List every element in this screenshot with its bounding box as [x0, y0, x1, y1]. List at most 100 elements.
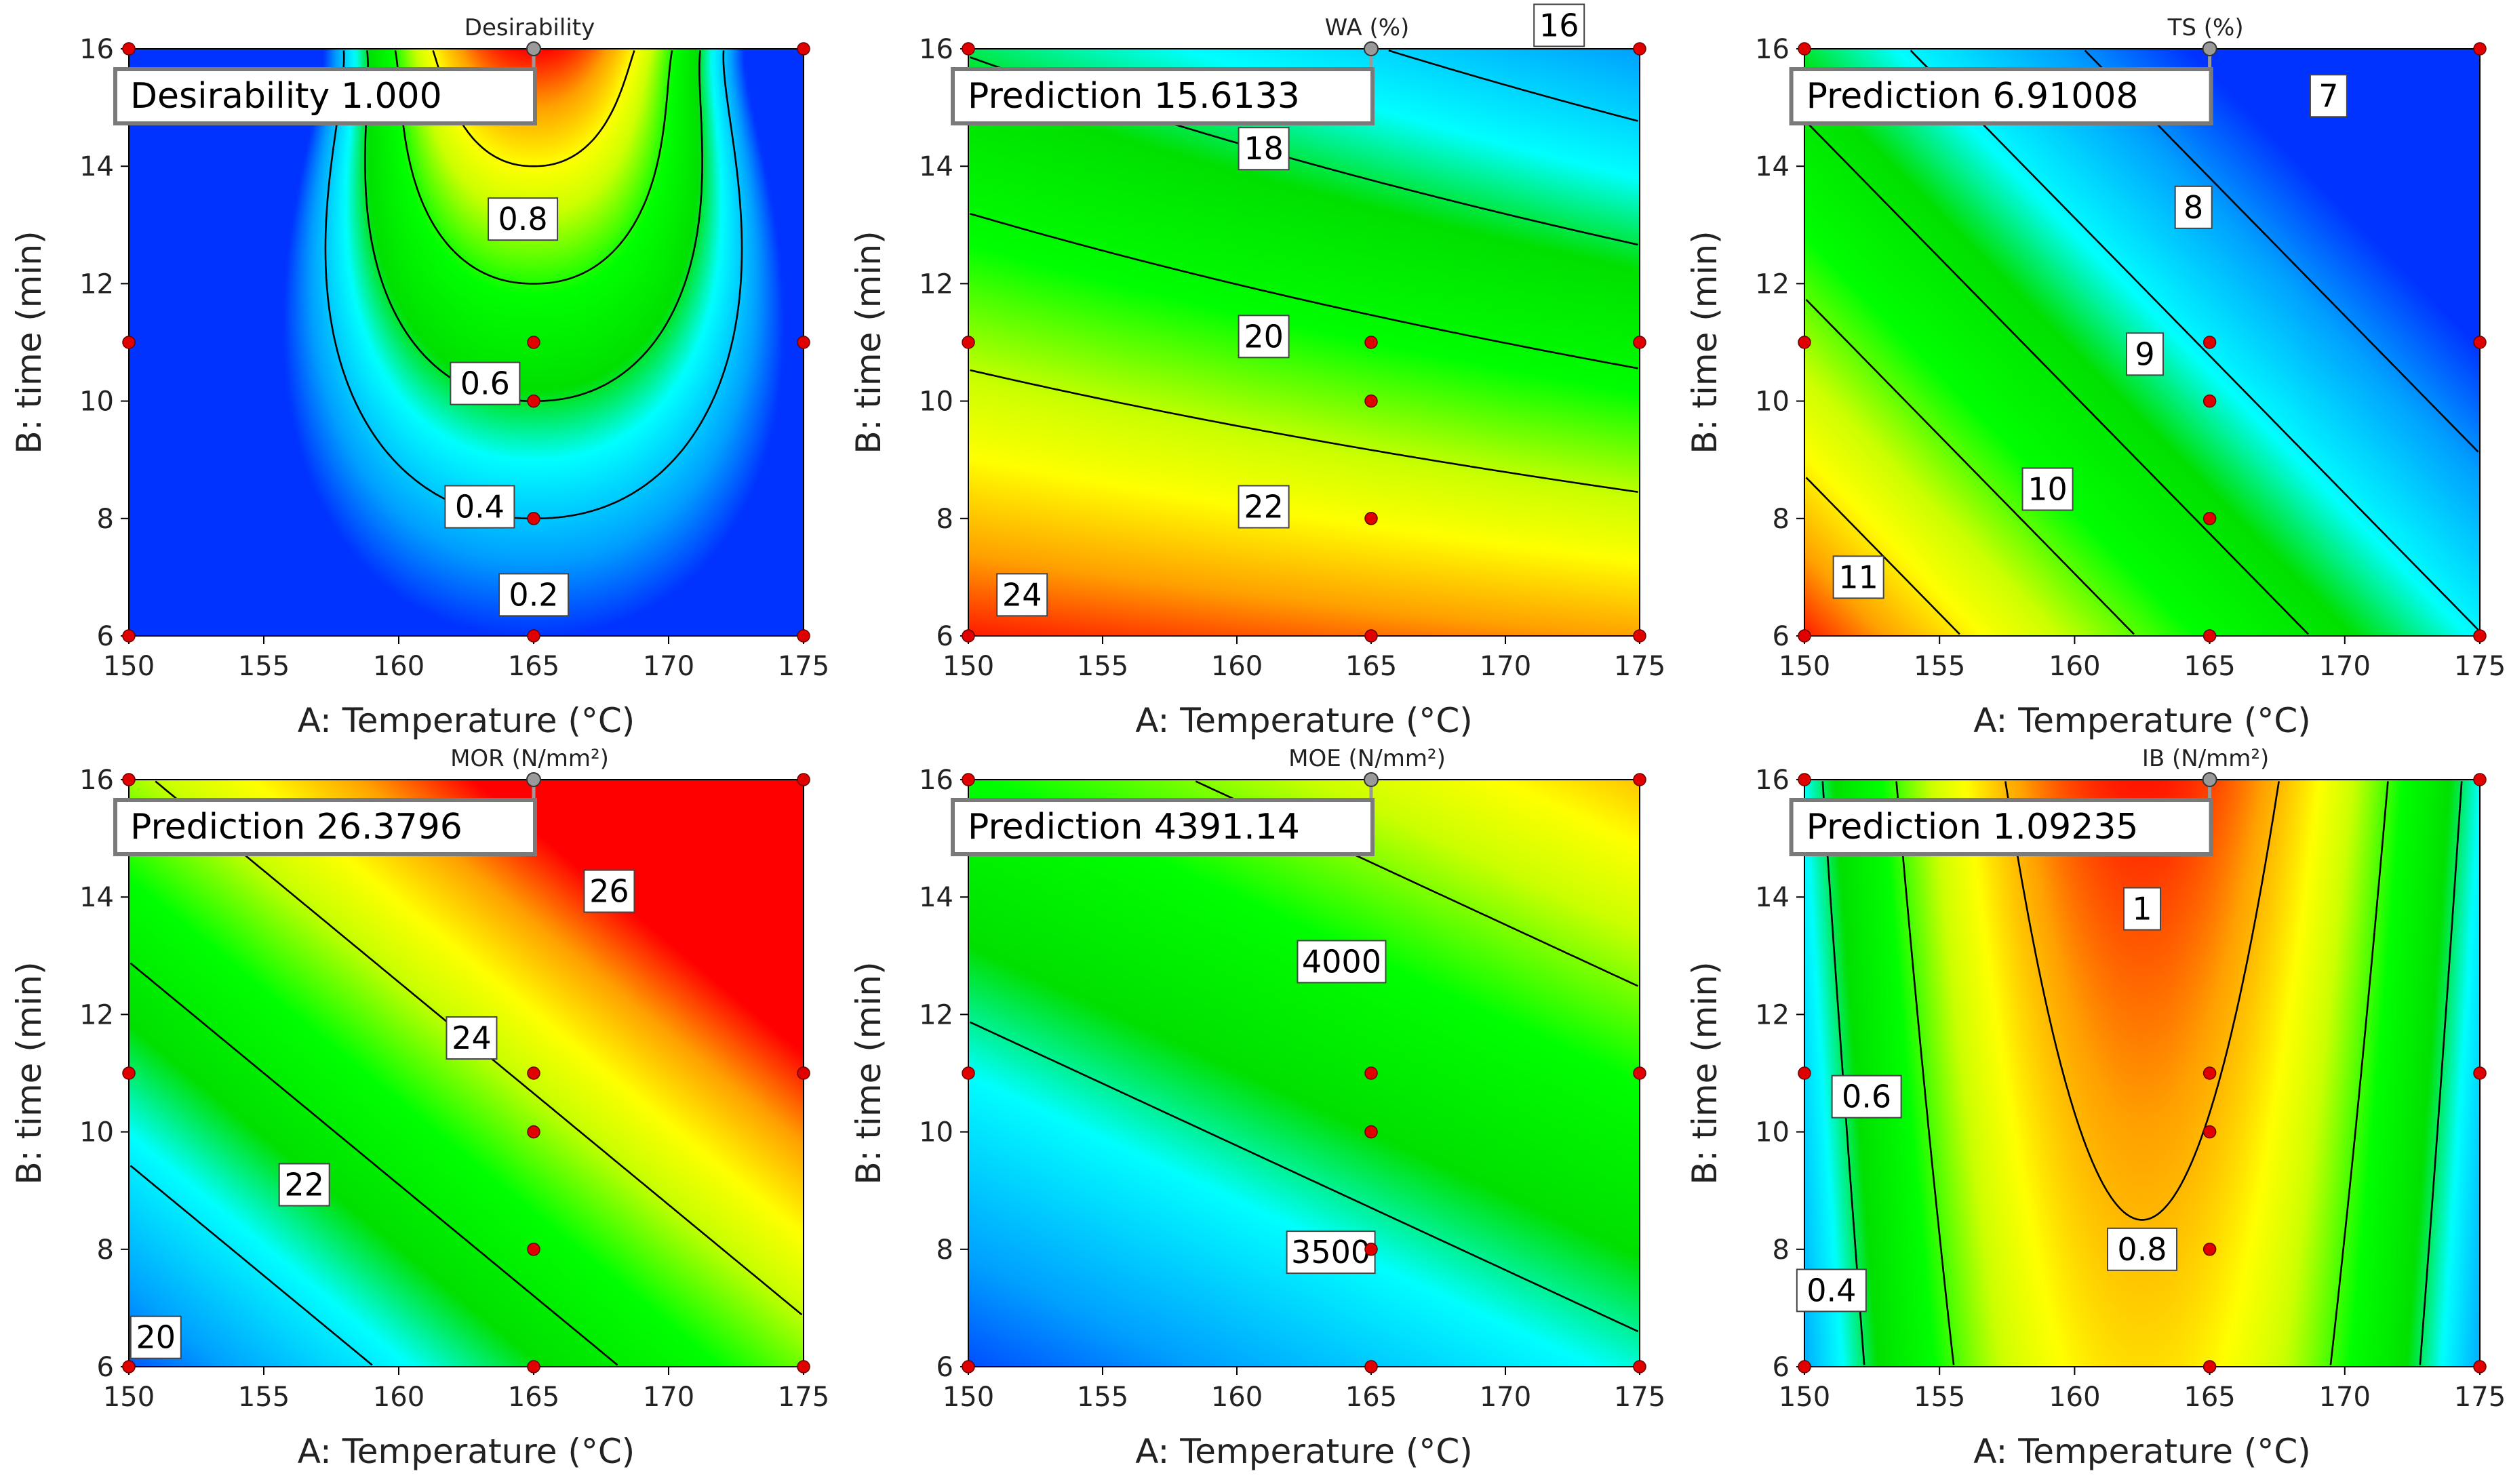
contour-label-box — [450, 361, 521, 405]
prediction-flag[interactable]: Prediction 6.91008 — [1789, 41, 2217, 125]
contour-label-box — [583, 869, 635, 913]
contour-label-text: 0.4 — [1806, 1272, 1856, 1308]
y-tick-label: 8 — [1773, 1235, 1790, 1266]
prediction-box — [1789, 798, 2213, 856]
prediction-box — [951, 798, 1375, 856]
contour-label: 0.8 — [2107, 1227, 2177, 1271]
y-tick-label: 10 — [919, 386, 953, 418]
contour-line — [970, 212, 1638, 369]
prediction-box — [951, 67, 1375, 125]
prediction-text: Prediction 6.91008 — [1806, 76, 2139, 117]
y-tick-label: 6 — [97, 621, 114, 652]
design-point — [1633, 1066, 1646, 1080]
contour-label: 24 — [446, 1016, 498, 1060]
contour-label: 22 — [278, 1163, 330, 1207]
design-point — [1633, 42, 1646, 56]
design-point — [797, 1066, 810, 1080]
prediction-text: Prediction 15.6133 — [968, 76, 1300, 117]
contour-label-text: 24 — [1002, 576, 1042, 613]
design-point — [1633, 773, 1646, 786]
heatmap-surface — [968, 780, 1640, 1367]
contour-label-box — [1297, 940, 1387, 984]
prediction-flag[interactable]: Prediction 1.09235 — [1789, 772, 2217, 856]
heatmap-surface — [129, 780, 804, 1367]
y-tick-label: 10 — [1755, 386, 1790, 418]
y-tick-label: 12 — [79, 999, 114, 1030]
contour-label-box — [1238, 315, 1290, 359]
contour-label-text: 4000 — [1302, 943, 1381, 980]
contour-label-box — [278, 1163, 330, 1207]
contour-label: 8 — [2174, 185, 2213, 229]
contour-label-text: 0.8 — [498, 201, 548, 237]
design-point — [797, 773, 810, 786]
contour-label: 26 — [583, 869, 635, 913]
contour-label: 0.4 — [444, 485, 515, 529]
chart-panel: 150 155 160 165 170 175 6 8 10 12 14 16 A: Temperatu… — [1685, 745, 2506, 1471]
prediction-point[interactable] — [1364, 772, 1379, 787]
y-tick-label: 16 — [79, 34, 114, 65]
design-point — [962, 42, 975, 56]
y-tick-label: 8 — [1773, 504, 1790, 535]
prediction-point[interactable] — [526, 41, 541, 56]
design-point — [2473, 42, 2487, 56]
prediction-point[interactable] — [2202, 772, 2217, 787]
contour-label-text: 22 — [284, 1167, 324, 1203]
y-tick-label: 10 — [1755, 1117, 1790, 1148]
design-point — [122, 629, 136, 643]
x-tick-label: 155 — [1914, 1382, 1965, 1413]
x-tick-label: 175 — [1614, 1382, 1665, 1413]
y-tick-label: 12 — [79, 268, 114, 300]
chart-panel: 150 155 160 165 170 175 6 8 10 12 14 16 A: Temperatu… — [849, 745, 1665, 1471]
y-tick-label: 10 — [919, 1117, 953, 1148]
contour-label: 10 — [2021, 467, 2074, 511]
design-point — [527, 394, 540, 408]
prediction-point[interactable] — [1364, 41, 1379, 56]
x-tick-label: 155 — [238, 1382, 290, 1413]
x-tick-label: 150 — [943, 651, 994, 682]
design-point — [797, 1360, 810, 1373]
y-tick-label: 14 — [919, 882, 953, 913]
design-point — [122, 1360, 136, 1373]
contour-line — [1805, 298, 2135, 635]
prediction-flag[interactable]: Prediction 4391.14 — [951, 772, 1379, 856]
design-point — [2473, 1360, 2487, 1373]
x-axis-title: A: Temperature (°C) — [1135, 1432, 1473, 1471]
y-tick-label: 14 — [79, 882, 114, 913]
design-point — [122, 336, 136, 349]
design-point — [1798, 42, 1811, 56]
y-axis-title: B: time (min) — [849, 230, 888, 454]
y-tick-label: 16 — [1755, 34, 1790, 65]
design-point — [527, 629, 540, 643]
contour-label: 3500 — [1286, 1230, 1376, 1275]
contour-label: 24 — [996, 573, 1048, 617]
x-tick-label: 165 — [2184, 1382, 2235, 1413]
prediction-flag[interactable]: Prediction 15.6133 — [951, 41, 1379, 125]
prediction-point[interactable] — [526, 772, 541, 787]
prediction-point[interactable] — [2202, 41, 2217, 56]
design-point — [2473, 336, 2487, 349]
y-tick-label: 6 — [97, 1352, 114, 1383]
contour-label-box — [1832, 555, 1884, 599]
x-tick-label: 175 — [778, 651, 829, 682]
design-point — [2202, 1125, 2217, 1139]
contour-label: 20 — [130, 1315, 182, 1359]
contour-label-box — [1286, 1230, 1376, 1275]
contour-label-box — [444, 485, 515, 529]
prediction-text: Prediction 4391.14 — [968, 807, 1300, 847]
contour-label-text: 8 — [2184, 189, 2203, 226]
design-point — [1798, 1360, 1811, 1373]
design-point — [1364, 1360, 1378, 1373]
design-point — [2202, 336, 2217, 349]
x-tick-label: 150 — [1779, 651, 1830, 682]
prediction-flag[interactable]: Desirability 1.000 — [113, 41, 541, 125]
design-point — [1633, 1360, 1646, 1373]
y-tick-label: 12 — [919, 268, 953, 300]
prediction-flag[interactable]: Prediction 26.3796 — [113, 772, 541, 856]
y-tick-label: 12 — [1755, 268, 1790, 300]
x-tick-label: 175 — [1614, 651, 1665, 682]
y-axis-title: B: time (min) — [9, 961, 49, 1184]
x-tick-label: 175 — [778, 1382, 829, 1413]
contour-label-box — [1796, 1268, 1867, 1312]
contour-label-box — [2174, 185, 2213, 229]
